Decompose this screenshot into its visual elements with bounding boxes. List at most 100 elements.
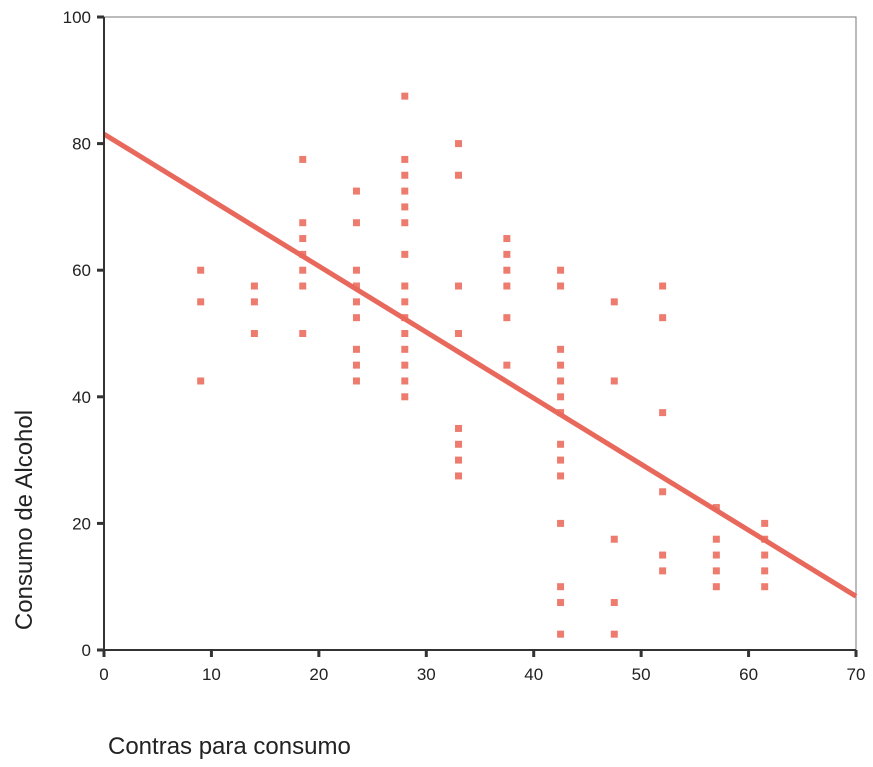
data-point xyxy=(712,567,720,575)
y-tick-label: 80 xyxy=(72,135,91,154)
data-point xyxy=(557,266,565,274)
data-point xyxy=(455,171,463,179)
x-tick-label: 0 xyxy=(99,665,108,684)
data-point xyxy=(557,456,565,464)
data-point xyxy=(557,361,565,369)
data-point xyxy=(401,298,409,306)
data-point xyxy=(401,187,409,195)
axes: 0 20 40 60 80 100 0 10 20 30 40 50 60 70 xyxy=(63,8,866,684)
y-tick-label: 100 xyxy=(63,8,91,27)
data-point xyxy=(557,599,565,607)
data-point xyxy=(401,345,409,353)
data-point xyxy=(250,298,258,306)
data-point xyxy=(610,298,618,306)
data-point xyxy=(401,282,409,290)
data-point xyxy=(557,377,565,385)
data-point xyxy=(659,282,667,290)
data-point xyxy=(455,472,463,480)
data-point xyxy=(299,235,307,243)
data-point xyxy=(401,393,409,401)
x-tick-label: 30 xyxy=(417,665,436,684)
data-point xyxy=(455,140,463,148)
y-tick-label: 60 xyxy=(72,261,91,280)
y-axis-title: Consumo de Alcohol xyxy=(11,410,38,630)
data-point xyxy=(503,361,511,369)
regression-line xyxy=(102,131,858,599)
data-point xyxy=(610,377,618,385)
regression-line-layer xyxy=(102,131,858,599)
y-tick-label: 40 xyxy=(72,388,91,407)
data-point xyxy=(712,535,720,543)
data-point xyxy=(659,409,667,417)
data-point xyxy=(761,551,769,559)
data-point xyxy=(503,266,511,274)
data-point xyxy=(299,282,307,290)
data-point xyxy=(197,377,205,385)
y-tick-label: 0 xyxy=(82,641,91,660)
data-point xyxy=(401,219,409,227)
data-point xyxy=(299,219,307,227)
data-point xyxy=(610,535,618,543)
y-tick-label: 20 xyxy=(72,514,91,533)
x-tick-label: 70 xyxy=(847,665,866,684)
data-point xyxy=(557,393,565,401)
data-point xyxy=(401,92,409,100)
data-point xyxy=(503,250,511,258)
data-point xyxy=(557,583,565,591)
data-point xyxy=(557,345,565,353)
data-point xyxy=(455,282,463,290)
data-point xyxy=(557,630,565,638)
data-point xyxy=(503,282,511,290)
x-tick-label: 60 xyxy=(739,665,758,684)
x-tick-label: 10 xyxy=(202,665,221,684)
data-point xyxy=(761,567,769,575)
data-point xyxy=(352,282,360,290)
data-point xyxy=(299,330,307,337)
data-point xyxy=(250,282,258,290)
data-point xyxy=(352,298,360,306)
data-point xyxy=(659,314,667,322)
data-point xyxy=(455,330,463,337)
data-point xyxy=(352,377,360,385)
data-point xyxy=(197,298,205,306)
data-point xyxy=(610,599,618,607)
x-tick-label: 40 xyxy=(524,665,543,684)
data-point xyxy=(761,583,769,591)
data-point xyxy=(712,551,720,559)
data-point xyxy=(401,171,409,179)
data-point xyxy=(401,330,409,337)
data-point xyxy=(299,155,307,163)
data-point xyxy=(352,345,360,353)
data-point xyxy=(250,330,258,337)
x-axis-title: Contras para consumo xyxy=(108,733,351,760)
data-point xyxy=(455,424,463,432)
data-point xyxy=(712,583,720,591)
data-point xyxy=(299,266,307,274)
data-point xyxy=(455,440,463,448)
plot-frame xyxy=(103,16,857,651)
data-point xyxy=(401,377,409,385)
data-point xyxy=(659,567,667,575)
data-point xyxy=(401,250,409,258)
data-point xyxy=(557,282,565,290)
data-point xyxy=(352,219,360,227)
data-point xyxy=(352,187,360,195)
data-point xyxy=(352,361,360,369)
data-point xyxy=(401,203,409,211)
data-point xyxy=(401,155,409,163)
data-points xyxy=(197,92,769,638)
data-point xyxy=(557,519,565,527)
data-point xyxy=(503,235,511,243)
data-point xyxy=(557,440,565,448)
data-point xyxy=(455,456,463,464)
data-point xyxy=(352,314,360,322)
data-point xyxy=(352,266,360,274)
plot-border xyxy=(103,16,857,651)
x-tick-label: 20 xyxy=(309,665,328,684)
data-point xyxy=(610,630,618,638)
data-point xyxy=(659,488,667,496)
data-point xyxy=(557,472,565,480)
data-point xyxy=(503,314,511,322)
